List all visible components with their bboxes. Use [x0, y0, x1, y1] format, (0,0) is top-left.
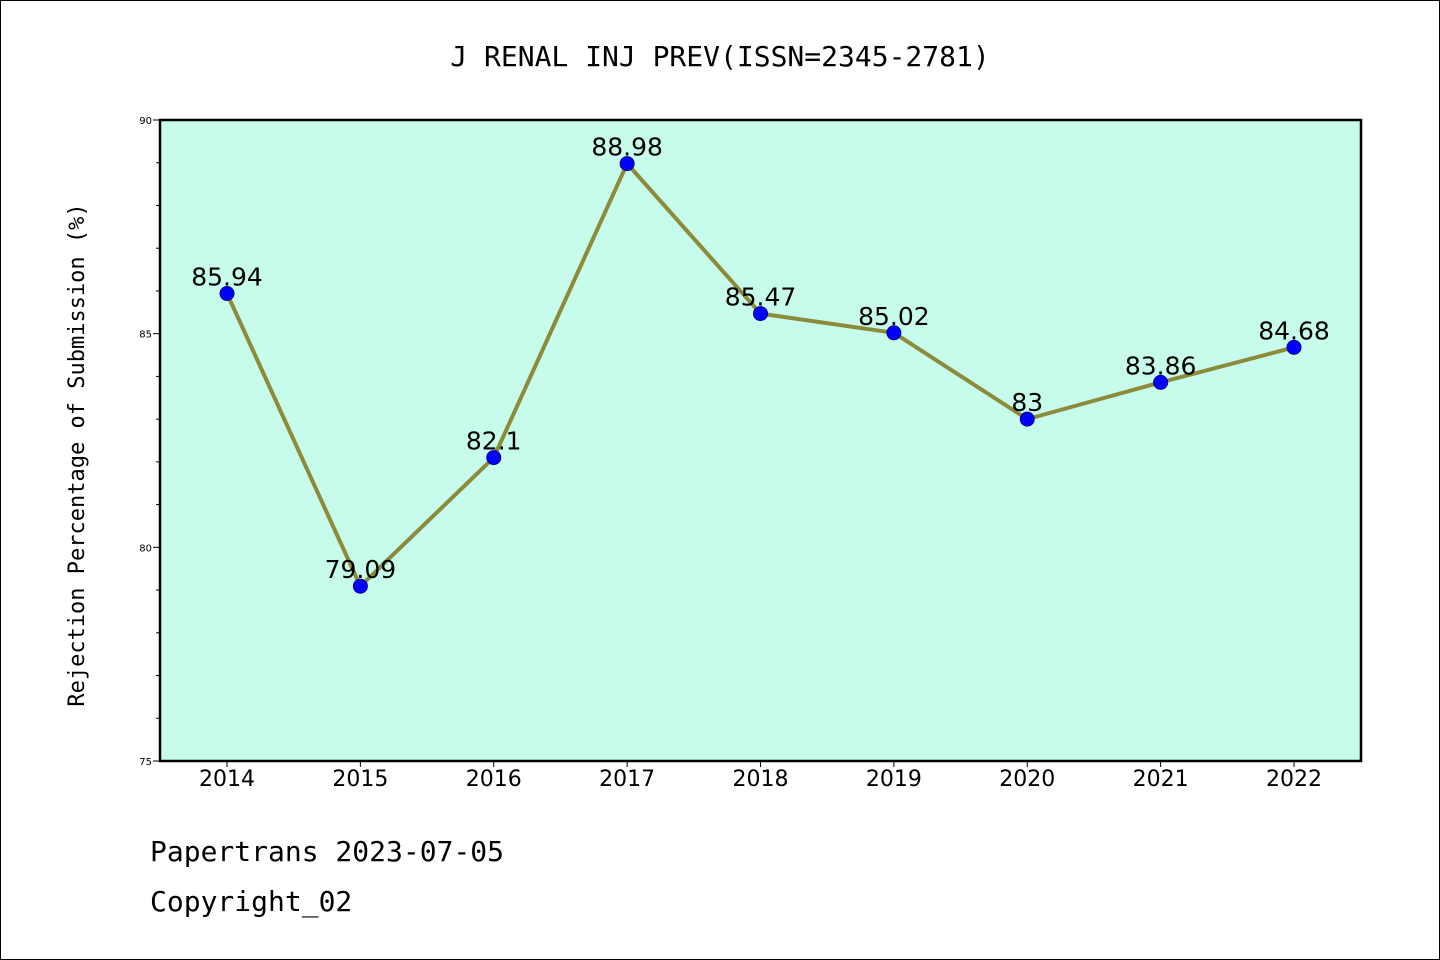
data-point	[1153, 374, 1169, 390]
data-point	[1286, 339, 1302, 355]
data-point	[352, 578, 368, 594]
data-point	[486, 450, 502, 466]
y-tick-label: 75	[139, 757, 152, 768]
data-point	[1019, 411, 1035, 427]
y-axis-ticks: 75 80 85 90	[139, 116, 160, 768]
x-tick-label: 2016	[466, 767, 522, 792]
footer-copyright: Copyright_02	[150, 885, 353, 918]
x-tick-label: 2015	[332, 767, 388, 792]
y-tick-label: 90	[139, 116, 152, 127]
x-tick-label: 2017	[599, 767, 655, 792]
data-point	[753, 306, 768, 322]
y-axis-label: Rejection Percentage of Submission (%)	[65, 203, 90, 706]
data-point	[886, 325, 902, 341]
plot-border	[158, 118, 1363, 763]
x-axis-ticks: 2014 2015 2016 2017 2018 2019 2020 2021 2022	[199, 761, 1322, 792]
plot-area	[160, 120, 1361, 761]
y-tick-label: 80	[139, 543, 152, 554]
x-tick-label: 2018	[733, 767, 789, 792]
x-tick-label: 2021	[1133, 767, 1189, 792]
x-tick-label: 2014	[199, 767, 255, 792]
y-tick-label: 85	[139, 330, 152, 341]
data-point	[619, 156, 635, 172]
x-tick-label: 2020	[999, 767, 1055, 792]
footer-source: Papertrans 2023-07-05	[150, 835, 505, 868]
x-tick-label: 2019	[866, 767, 922, 792]
data-point	[219, 285, 235, 301]
x-tick-label: 2022	[1266, 767, 1322, 792]
series-group: 85.9479.0982.188.9885.4785.028383.8684.6…	[191, 133, 1330, 594]
chart-title: J RENAL INJ PREV(ISSN=2345-2781)	[450, 40, 989, 73]
